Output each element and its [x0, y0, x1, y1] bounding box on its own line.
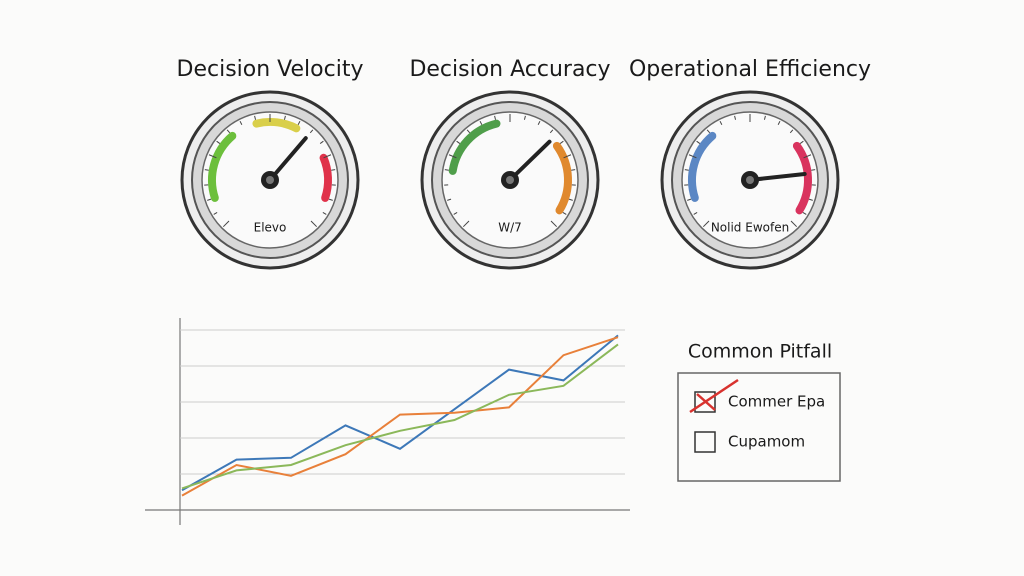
gauge-tick: [706, 129, 711, 134]
gauge-zone: [552, 141, 572, 215]
gauge-tick: [563, 154, 572, 159]
gauge-tick: [328, 198, 333, 201]
gauge-tick: [322, 211, 327, 215]
gauge-zone: [252, 118, 301, 133]
gauge-tick: [571, 169, 576, 171]
gauge-tick: [213, 211, 218, 215]
gauge-label: Elevo: [254, 221, 287, 235]
gauge-tick: [297, 120, 301, 125]
gauge-zone: [688, 131, 717, 202]
gauge-tick: [562, 211, 567, 215]
series-line: [181, 336, 619, 497]
gauge-title: Decision Accuracy: [409, 57, 610, 82]
gauge-tick: [310, 220, 318, 228]
gauge-tick: [479, 120, 483, 125]
gauge-tick: [811, 169, 816, 171]
gauge-hub-cap: [746, 176, 754, 184]
gauge-tick: [684, 169, 689, 171]
gauge-label: W/7: [498, 221, 522, 235]
gauge-tick: [216, 140, 221, 144]
gauge-tick: [444, 169, 449, 171]
gauge-tick: [448, 154, 457, 159]
gauge-tick: [559, 140, 564, 144]
gauge-tick: [808, 198, 813, 201]
gauge-tick: [208, 154, 217, 159]
gauge-tick: [790, 220, 798, 228]
gauge-tick: [309, 129, 314, 134]
gauge-tick: [466, 129, 471, 134]
gauge-tick: [799, 140, 804, 144]
gauge-tick: [550, 220, 558, 228]
gauge-tick: [239, 120, 243, 125]
gauge-tick: [462, 220, 470, 228]
gauge-tick: [222, 220, 230, 228]
gauge-zone: [208, 131, 237, 202]
gauge-tick: [549, 129, 554, 134]
gauge-tick: [456, 140, 461, 144]
gauge-zone: [448, 119, 501, 175]
gauge-tick: [688, 154, 697, 159]
gauge-title: Decision Velocity: [177, 57, 364, 82]
gauge-hub-cap: [506, 176, 514, 184]
gauge-needle: [508, 139, 552, 182]
gauge-tick: [719, 120, 723, 125]
gauge-tick: [702, 220, 710, 228]
checkbox: [694, 391, 716, 413]
gauge-label: Nolid Ewofen: [711, 221, 789, 235]
gauge-needle: [268, 136, 308, 182]
gauge-tick: [453, 211, 458, 215]
panel-title: Common Pitfall: [688, 341, 832, 363]
gauge-zone: [319, 153, 332, 202]
gauge-tick: [204, 169, 209, 171]
series-line: [181, 343, 619, 490]
gauge-tick: [734, 115, 737, 120]
gauge-tick: [537, 120, 541, 125]
checkbox: [694, 431, 716, 453]
gauge-tick: [777, 120, 781, 125]
gauge-tick: [207, 198, 212, 201]
gauge-tick: [568, 198, 573, 201]
gauge-hub-cap: [266, 176, 274, 184]
gauge-tick: [523, 115, 526, 120]
gauge-tick: [319, 140, 324, 144]
checkbox-label: Commer Epa: [728, 393, 825, 411]
gauge-tick: [494, 115, 497, 120]
gauge-tick: [696, 140, 701, 144]
gauge-needle: [748, 171, 807, 182]
gauge-tick: [693, 211, 698, 215]
gauge-tick: [687, 198, 692, 201]
gauge-tick: [803, 154, 812, 159]
gauge-tick: [254, 115, 257, 120]
gauge-tick: [763, 115, 766, 120]
gauge-tick: [802, 211, 807, 215]
gauge-tick: [789, 129, 794, 134]
gauge-tick: [283, 115, 286, 120]
gauge-tick: [447, 198, 452, 201]
checkbox-label: Cupamom: [728, 433, 805, 451]
series-line: [181, 334, 619, 492]
gauge-tick: [331, 169, 336, 171]
panel-box: [677, 372, 841, 482]
gauge-tick: [226, 129, 231, 134]
gauge-zone: [792, 141, 812, 215]
check-mark: [689, 378, 739, 414]
gauge-tick: [323, 154, 332, 159]
gauge-title: Operational Efficiency: [629, 57, 871, 82]
